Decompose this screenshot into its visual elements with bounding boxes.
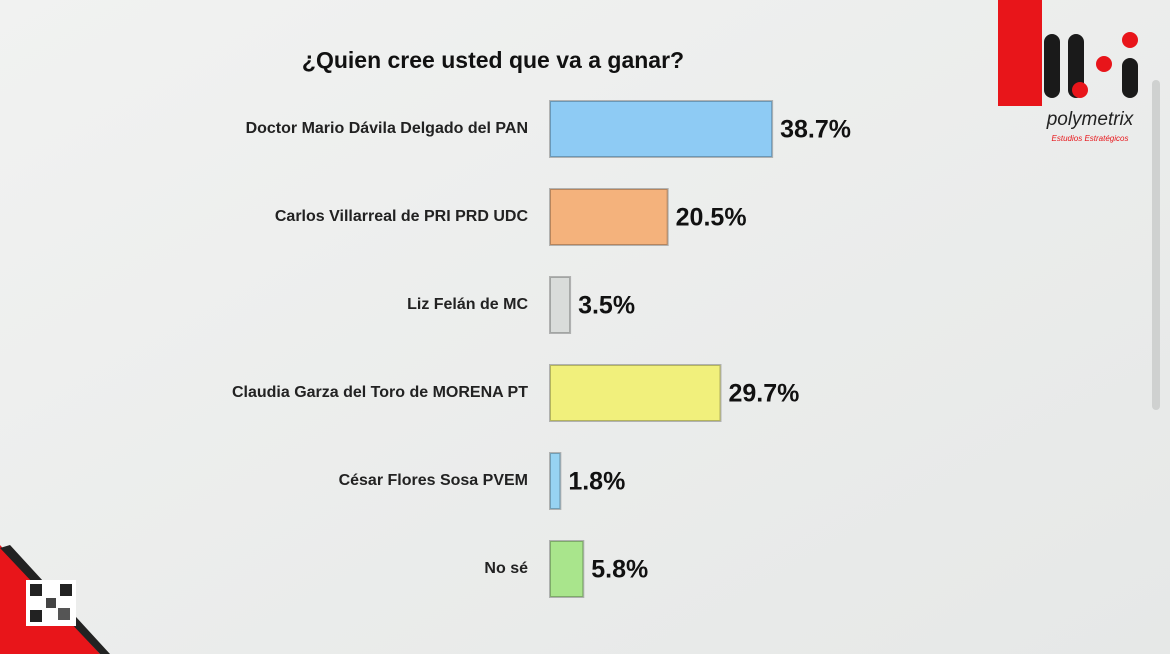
logo-name: polymetrix bbox=[1046, 109, 1135, 130]
category-label: Claudia Garza del Toro de MORENA PT bbox=[232, 384, 528, 401]
bar bbox=[549, 540, 585, 598]
category-label: No sé bbox=[484, 560, 528, 577]
category-label: Carlos Villarreal de PRI PRD UDC bbox=[275, 208, 529, 225]
logo-mark bbox=[1044, 32, 1138, 98]
bar bbox=[549, 276, 572, 334]
corner-decoration bbox=[0, 545, 110, 654]
value-label: 20.5% bbox=[676, 204, 747, 232]
category-label: César Flores Sosa PVEM bbox=[339, 472, 528, 489]
scrollbar bbox=[1152, 80, 1160, 410]
bar bbox=[549, 452, 562, 510]
category-label: Doctor Mario Dávila Delgado del PAN bbox=[246, 120, 528, 137]
bar bbox=[549, 188, 669, 246]
value-label: 3.5% bbox=[578, 292, 635, 320]
value-label: 29.7% bbox=[728, 380, 799, 408]
value-label: 5.8% bbox=[591, 556, 648, 584]
chart-title: ¿Quien cree usted que va a ganar? bbox=[302, 47, 684, 73]
value-label: 38.7% bbox=[780, 116, 851, 144]
bar bbox=[549, 364, 722, 422]
bar bbox=[549, 100, 774, 158]
logo-tagline: Estudios Estratégicos bbox=[1052, 134, 1129, 143]
category-label: Liz Felán de MC bbox=[407, 296, 528, 313]
logo-red-block bbox=[998, 0, 1042, 106]
value-label: 1.8% bbox=[568, 468, 625, 496]
